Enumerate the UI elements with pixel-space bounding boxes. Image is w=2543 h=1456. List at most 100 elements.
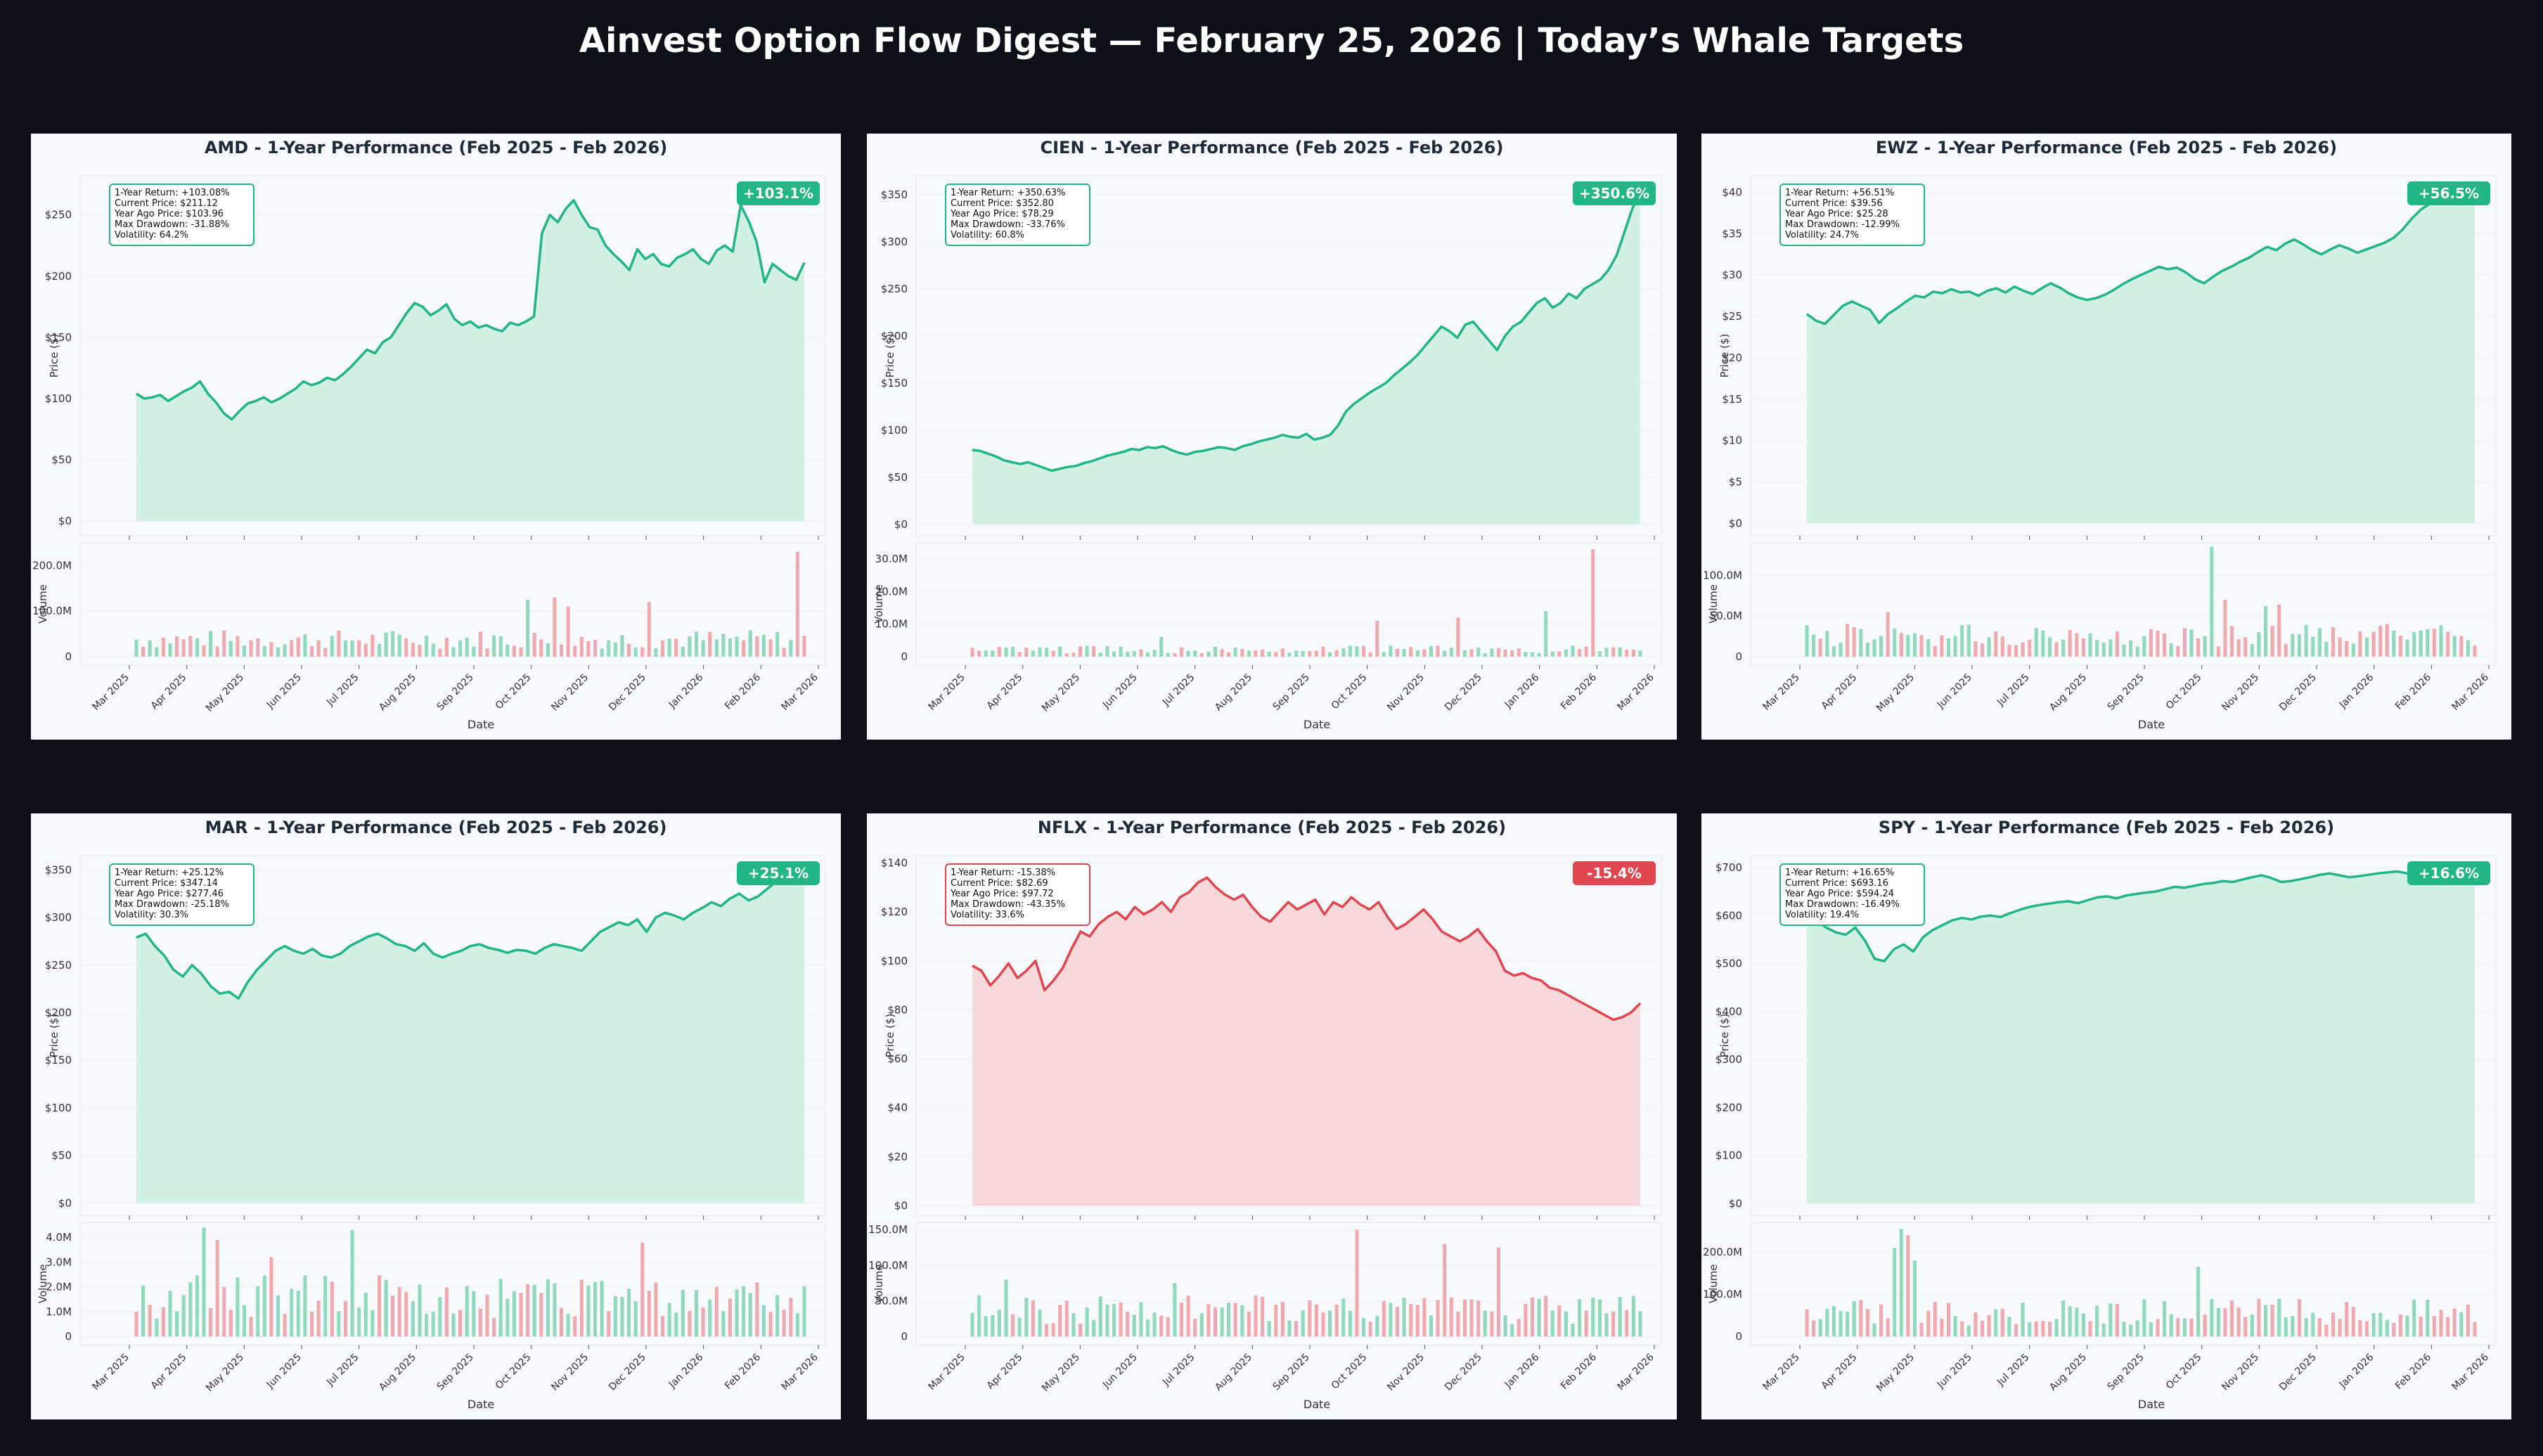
volume-tick-label: 30.0M xyxy=(875,553,908,565)
volume-axes-frame xyxy=(915,542,1662,666)
volume-bar xyxy=(1375,1315,1379,1336)
x-tick-label: Apr 2025 xyxy=(985,672,1025,712)
volume-bar xyxy=(782,1310,786,1336)
x-tick-label: Sep 2025 xyxy=(1271,672,1312,713)
price-tick-label: $0 xyxy=(58,1197,72,1209)
volume-bar xyxy=(1085,645,1089,657)
x-tick-label: Sep 2025 xyxy=(2106,672,2146,713)
x-tick-label: Mar 2025 xyxy=(90,672,131,713)
volume-bar xyxy=(661,1315,664,1336)
volume-bar xyxy=(721,1310,726,1336)
volume-bar xyxy=(168,1291,172,1336)
volume-bar xyxy=(2135,646,2139,657)
volume-bar xyxy=(539,639,543,657)
x-tick-label: May 2025 xyxy=(204,1352,246,1394)
volume-bar xyxy=(418,645,422,657)
x-tick-label: Apr 2025 xyxy=(149,1352,189,1392)
volume-bar xyxy=(202,1228,206,1336)
volume-bar xyxy=(802,1286,806,1336)
volume-bar xyxy=(1152,1312,1157,1336)
volume-bar xyxy=(2054,1319,2059,1336)
volume-bar xyxy=(310,1311,314,1336)
volume-bar xyxy=(168,643,172,657)
volume-bar xyxy=(1476,647,1481,657)
volume-bar xyxy=(1247,1311,1251,1336)
volume-bar xyxy=(1994,631,1998,657)
volume-tick-label: 100.0M xyxy=(1703,1288,1742,1301)
volume-bar xyxy=(2041,1320,2045,1336)
volume-bar xyxy=(498,1279,503,1336)
x-tick-label: Jul 2025 xyxy=(1995,1352,2031,1389)
volume-bar xyxy=(688,1310,692,1336)
stats-line: Max Drawdown: -43.35% xyxy=(951,899,1065,910)
volume-bar xyxy=(1038,647,1042,657)
volume-bar xyxy=(1933,646,1937,657)
x-tick-label: Feb 2026 xyxy=(2393,671,2433,711)
x-tick-label: Dec 2025 xyxy=(1443,1352,1484,1393)
volume-bar xyxy=(755,1282,759,1336)
volume-bar xyxy=(1011,647,1015,657)
volume-bar xyxy=(391,631,395,657)
volume-bar xyxy=(1611,1311,1616,1336)
volume-tick-label: 0 xyxy=(901,650,908,663)
volume-bar xyxy=(512,1291,516,1336)
price-area xyxy=(1807,195,2475,524)
volume-bar xyxy=(1301,1310,1305,1336)
x-tick-label: Nov 2025 xyxy=(1385,672,1427,714)
price-tick-label: $100 xyxy=(1715,1149,1742,1162)
volume-bar xyxy=(1004,648,1008,657)
x-tick-label: Nov 2025 xyxy=(549,1352,591,1393)
volume-bar xyxy=(175,636,179,657)
volume-bar xyxy=(478,1308,482,1336)
stats-box xyxy=(945,183,1090,246)
volume-bar xyxy=(236,636,240,657)
volume-bar xyxy=(586,641,591,657)
volume-bar xyxy=(1098,1296,1102,1336)
volume-bar xyxy=(337,1311,341,1336)
x-tick-label: May 2025 xyxy=(1040,1352,1082,1394)
volume-bar xyxy=(2317,1318,2322,1336)
volume-bar xyxy=(2365,638,2369,657)
volume-bar xyxy=(397,634,401,657)
volume-bar xyxy=(215,646,219,657)
volume-bar xyxy=(283,644,287,657)
price-tick-label: $100 xyxy=(881,955,908,967)
chart-title: EWZ - 1-Year Performance (Feb 2025 - Feb… xyxy=(1876,138,2337,157)
stats-line: Year Ago Price: $97.72 xyxy=(950,889,1054,899)
volume-bar xyxy=(2345,1301,2349,1336)
volume-bar xyxy=(384,632,388,657)
volume-bar xyxy=(1483,1310,1487,1336)
volume-bar xyxy=(1557,651,1562,657)
volume-bar xyxy=(2331,1313,2335,1336)
volume-bar xyxy=(2291,1315,2295,1336)
price-line xyxy=(136,199,806,421)
volume-bar xyxy=(768,1312,773,1336)
volume-bar xyxy=(222,631,226,657)
volume-bar xyxy=(1287,652,1292,657)
volume-bar xyxy=(681,1289,685,1336)
x-tick-label: Jul 2025 xyxy=(324,1352,361,1389)
stats-line: Max Drawdown: -16.49% xyxy=(1785,899,1900,910)
volume-bar xyxy=(506,1299,510,1336)
volume-bar xyxy=(539,1293,543,1336)
volume-bar xyxy=(418,1284,422,1336)
x-tick-label: Oct 2025 xyxy=(494,672,534,712)
stats-line: 1-Year Return: +25.12% xyxy=(115,868,224,878)
volume-bar xyxy=(1206,651,1211,657)
return-badge xyxy=(737,861,820,885)
volume-bar xyxy=(1947,1303,1950,1336)
volume-axis-label: Volume xyxy=(873,1264,885,1303)
volume-bar xyxy=(1981,1320,1984,1336)
price-tick-label: $350 xyxy=(45,863,72,876)
volume-bar xyxy=(1926,1310,1931,1336)
volume-bar xyxy=(2338,1319,2342,1336)
volume-bar xyxy=(1362,645,1366,657)
volume-bar xyxy=(2432,1315,2436,1336)
volume-bar xyxy=(228,1310,233,1336)
volume-bar xyxy=(1517,1319,1521,1336)
price-tick-label: $40 xyxy=(1722,186,1742,199)
volume-bar xyxy=(1584,1310,1588,1336)
volume-axis-label: Volume xyxy=(37,584,49,624)
volume-bar xyxy=(2129,640,2133,657)
volume-bar xyxy=(2398,636,2402,657)
